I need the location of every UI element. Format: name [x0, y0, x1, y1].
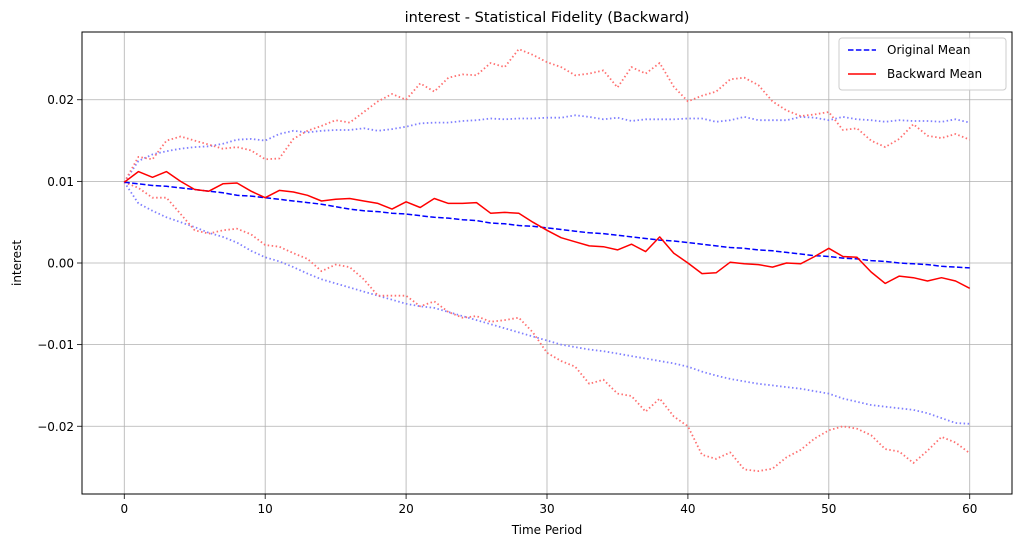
x-tick-label: 10 — [258, 502, 273, 516]
legend-label-backward-mean: Backward Mean — [887, 67, 982, 81]
x-tick-label: 50 — [821, 502, 836, 516]
backward-mean-line — [123, 170, 971, 289]
axis-ticks: 0 10 20 30 40 50 60 −0.02 −0.01 0.00 0.01 0.02 — [37, 93, 977, 516]
y-tick-label: −0.01 — [37, 338, 74, 352]
y-tick-label: −0.02 — [37, 420, 74, 434]
legend: Original Mean Backward Mean — [838, 37, 1007, 91]
legend-label-original-mean: Original Mean — [887, 43, 970, 57]
series-lines — [123, 48, 971, 473]
original-upper-band-line — [123, 114, 970, 183]
legend-box — [838, 37, 1007, 91]
x-tick-label: 30 — [539, 502, 554, 516]
x-axis-label: Time Period — [511, 523, 583, 537]
y-axis-label: interest — [10, 240, 24, 286]
y-tick-label: 0.01 — [47, 175, 74, 189]
y-tick-label: 0.00 — [47, 257, 74, 271]
chart-title: interest - Statistical Fidelity (Backwar… — [405, 10, 690, 26]
x-tick-label: 40 — [680, 502, 695, 516]
x-tick-label: 20 — [398, 502, 413, 516]
y-tick-label: 0.02 — [47, 93, 74, 107]
x-tick-label: 60 — [962, 502, 977, 516]
x-tick-label: 0 — [120, 502, 128, 516]
original-lower-band-line — [123, 181, 970, 425]
grid-lines — [82, 32, 1012, 494]
backward-lower-band-line — [123, 181, 971, 473]
